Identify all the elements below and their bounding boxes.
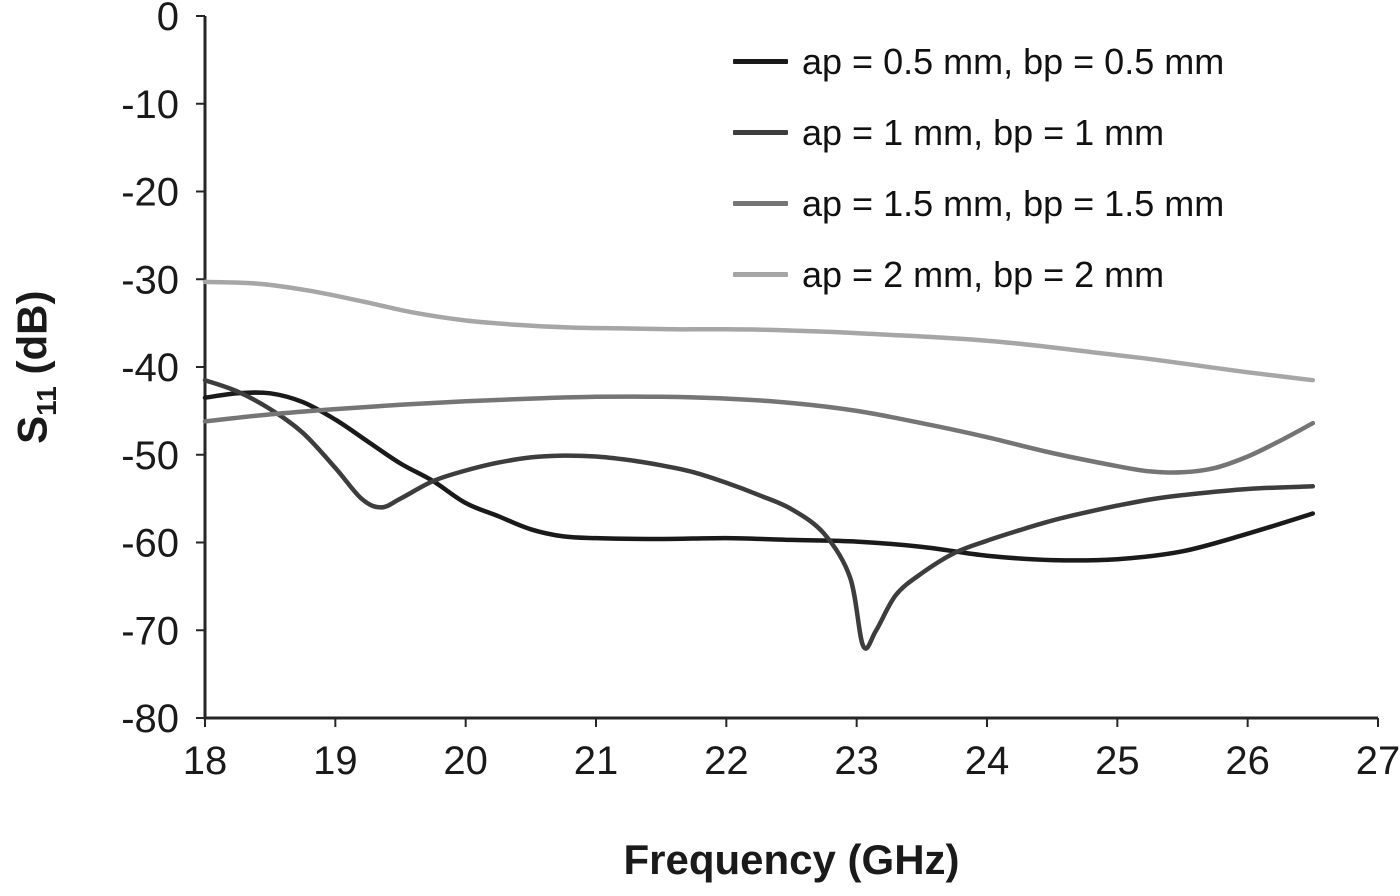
legend-item-label: ap = 1 mm, bp = 1 mm (802, 111, 1165, 153)
series-line-1 (202, 377, 1316, 651)
legend-item: ap = 1.5 mm, bp = 1.5 mm (733, 168, 1224, 239)
x-tick-label: 25 (1095, 739, 1140, 783)
legend-line-sample (733, 130, 788, 135)
y-tick-label: -50 (121, 434, 179, 478)
x-axis-title: Frequency (GHz) (623, 836, 960, 883)
y-tick-label: -30 (121, 258, 179, 302)
x-tick-label: 22 (704, 739, 749, 783)
y-tick-label: -60 (121, 522, 179, 566)
series-line-3 (202, 279, 1316, 383)
x-tick-label: 21 (574, 739, 619, 783)
x-tick-label: 18 (183, 739, 228, 783)
legend-line-sample (733, 201, 788, 206)
legend-line-sample (733, 59, 788, 64)
x-tick-label: 27 (1356, 739, 1400, 783)
series-line-2 (202, 394, 1316, 475)
y-tick-label: -40 (121, 346, 179, 390)
legend-item: ap = 2 mm, bp = 2 mm (733, 239, 1224, 310)
y-tick-label: -10 (121, 83, 179, 127)
legend-item: ap = 1 mm, bp = 1 mm (733, 97, 1224, 168)
legend-item: ap = 0.5 mm, bp = 0.5 mm (733, 26, 1224, 97)
y-tick-label: -70 (121, 609, 179, 653)
series-line-0 (202, 390, 1316, 563)
y-tick-label: 0 (157, 0, 179, 39)
x-tick-label: 19 (313, 739, 358, 783)
legend-line-sample (733, 272, 788, 277)
x-tick-label: 24 (965, 739, 1010, 783)
x-tick-label: 20 (443, 739, 488, 783)
y-tick-label: -80 (121, 697, 179, 741)
y-tick-label: -20 (121, 171, 179, 215)
x-tick-label: 26 (1225, 739, 1270, 783)
legend-item-label: ap = 1.5 mm, bp = 1.5 mm (802, 182, 1225, 224)
x-tick-label: 23 (834, 739, 879, 783)
legend: ap = 0.5 mm, bp = 0.5 mm ap = 1 mm, bp =… (733, 26, 1224, 310)
legend-item-label: ap = 0.5 mm, bp = 0.5 mm (802, 40, 1225, 82)
legend-item-label: ap = 2 mm, bp = 2 mm (802, 253, 1165, 295)
